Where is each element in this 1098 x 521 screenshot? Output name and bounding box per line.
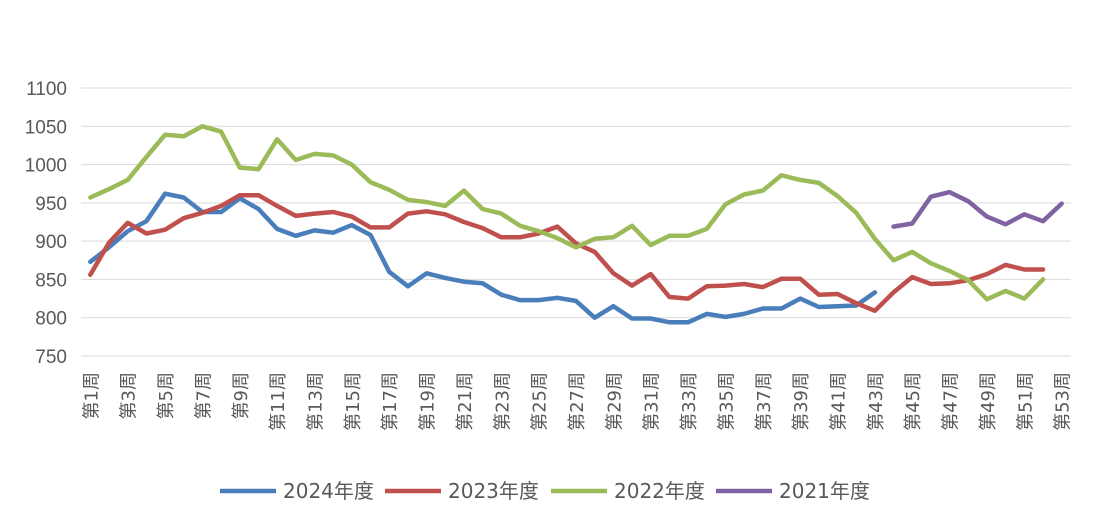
x-tick-label: 第35周 xyxy=(716,372,737,431)
series-lines xyxy=(88,124,1064,325)
legend: 2024年度 2023年度 2022年度 2021年度 xyxy=(220,479,870,503)
series-line xyxy=(891,189,1064,229)
series-line xyxy=(88,191,878,325)
legend-label: 2023年度 xyxy=(448,479,539,503)
y-tick-label: 900 xyxy=(35,232,67,253)
x-tick-label: 第3周 xyxy=(119,372,140,419)
x-tick-label: 第53周 xyxy=(1053,372,1074,431)
x-tick-label: 第1周 xyxy=(81,372,102,419)
x-tick-label: 第43周 xyxy=(866,372,887,431)
series-line xyxy=(88,192,1046,314)
legend-label: 2022年度 xyxy=(614,479,705,503)
x-tick-label: 第29周 xyxy=(604,372,625,431)
x-tick-label: 第7周 xyxy=(193,372,214,419)
x-tick-label: 第33周 xyxy=(679,372,700,431)
x-tick-label: 第13周 xyxy=(305,372,326,431)
legend-label: 2024年度 xyxy=(283,479,374,503)
y-axis: 750 800 850 900 950 1000 1050 1100 xyxy=(25,79,67,368)
x-tick-label: 第5周 xyxy=(156,372,177,419)
x-tick-label: 第41周 xyxy=(829,372,850,431)
x-tick-label: 第45周 xyxy=(903,372,924,431)
x-tick-label: 第9周 xyxy=(231,372,252,419)
x-tick-label: 第23周 xyxy=(492,372,513,431)
y-tick-label: 1100 xyxy=(26,79,67,100)
gridlines xyxy=(81,87,1071,357)
x-tick-label: 第31周 xyxy=(642,372,663,431)
y-tick-label: 1000 xyxy=(25,156,67,177)
series-line xyxy=(88,124,1046,302)
x-tick-label: 第17周 xyxy=(380,372,401,431)
x-tick-label: 第47周 xyxy=(941,372,962,431)
x-tick-label: 第19周 xyxy=(418,372,439,431)
legend-label: 2021年度 xyxy=(779,479,870,503)
x-tick-label: 第37周 xyxy=(754,372,775,431)
x-tick-label: 第49周 xyxy=(978,372,999,431)
y-tick-label: 800 xyxy=(35,309,67,330)
y-tick-label: 850 xyxy=(35,270,67,291)
x-tick-label: 第51周 xyxy=(1015,372,1036,431)
x-tick-label: 第15周 xyxy=(343,372,364,431)
x-tick-label: 第25周 xyxy=(530,372,551,431)
x-tick-label: 第39周 xyxy=(791,372,812,431)
y-tick-label: 1050 xyxy=(25,117,67,138)
x-axis: 第1周 第3周 第5周 第7周 第9周 第11周 第13周 第15周 第17周 第19周 第21周第… xyxy=(81,372,1073,431)
x-tick-label: 第27周 xyxy=(567,372,588,431)
x-tick-label: 第21周 xyxy=(455,372,476,431)
x-tick-label: 第11周 xyxy=(268,372,289,431)
y-tick-label: 950 xyxy=(35,194,67,215)
y-tick-label: 750 xyxy=(35,347,67,368)
